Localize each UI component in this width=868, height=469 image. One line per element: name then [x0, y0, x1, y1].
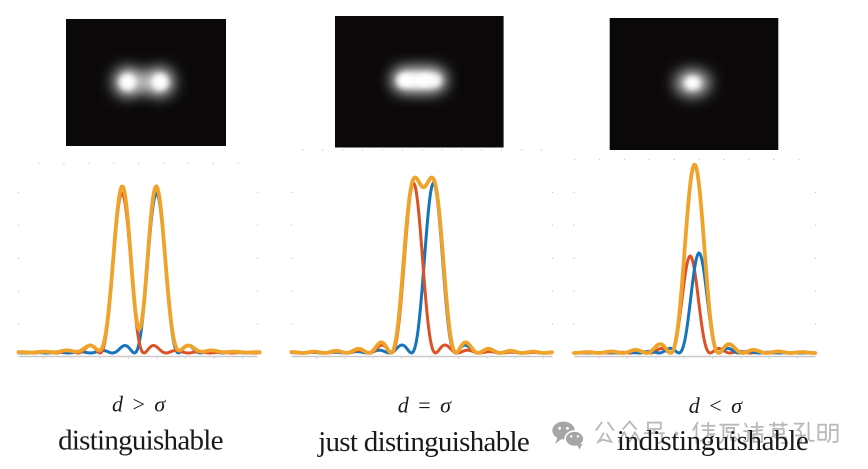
svg-text:d > σ: d > σ — [112, 392, 166, 417]
svg-text:d = σ: d = σ — [398, 393, 452, 418]
svg-text:d < σ: d < σ — [689, 393, 743, 418]
svg-text:just distinguishable: just distinguishable — [317, 426, 529, 458]
svg-text:indistinguishable: indistinguishable — [617, 425, 809, 457]
svg-text:distinguishable: distinguishable — [58, 424, 223, 456]
